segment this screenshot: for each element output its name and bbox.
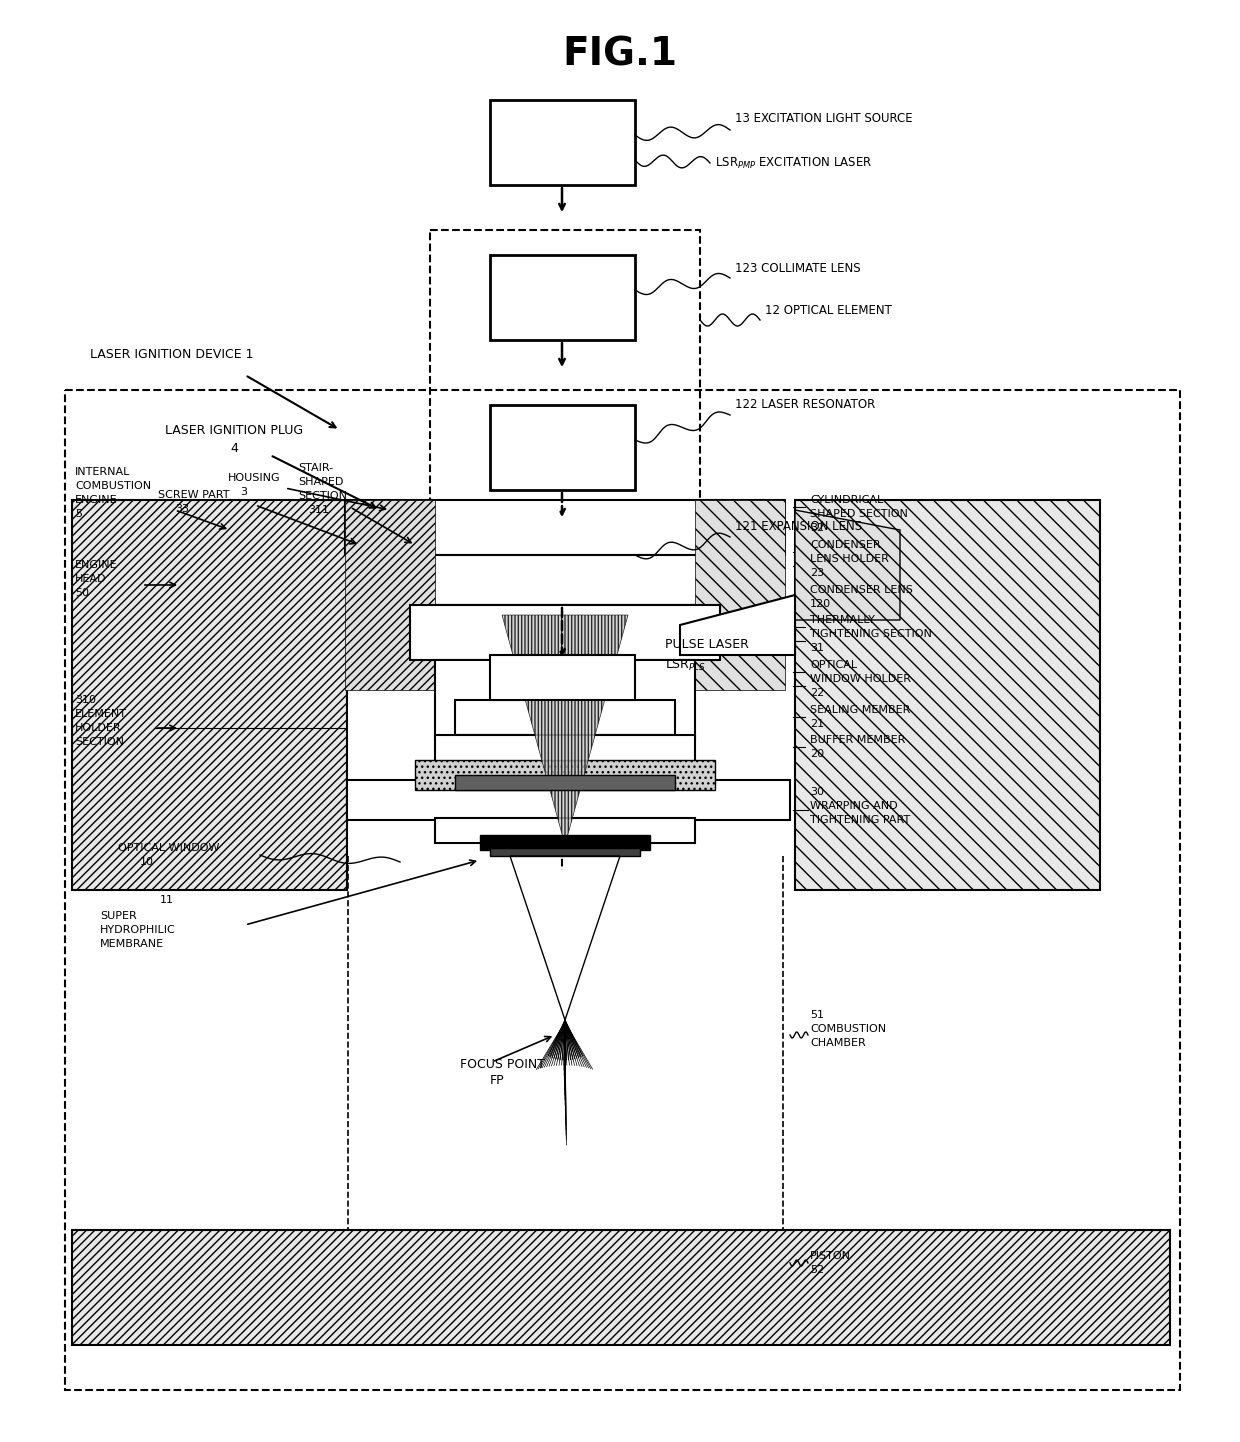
Text: BUFFER MEMBER: BUFFER MEMBER xyxy=(810,735,905,746)
Text: COMBUSTION: COMBUSTION xyxy=(810,1024,887,1034)
Polygon shape xyxy=(680,596,795,655)
Text: SUPER: SUPER xyxy=(100,911,136,921)
Bar xyxy=(64,389,1180,1390)
Text: LSR$_{PMP}$ EXCITATION LASER: LSR$_{PMP}$ EXCITATION LASER xyxy=(715,156,873,170)
Text: CYLINDRICAL: CYLINDRICAL xyxy=(810,495,883,505)
Text: 311: 311 xyxy=(308,505,329,515)
Bar xyxy=(480,835,650,849)
Bar xyxy=(490,655,635,699)
Text: SCREW PART: SCREW PART xyxy=(157,490,229,500)
Bar xyxy=(72,1230,1171,1345)
Text: TIGHTENING SECTION: TIGHTENING SECTION xyxy=(810,629,932,639)
Text: 31: 31 xyxy=(810,643,825,653)
Bar xyxy=(490,405,635,490)
Bar xyxy=(72,500,347,890)
Text: MEMBRANE: MEMBRANE xyxy=(100,939,164,949)
Text: 51: 51 xyxy=(810,1009,825,1019)
Text: FP: FP xyxy=(490,1073,505,1086)
Text: 50: 50 xyxy=(74,588,89,598)
Bar xyxy=(410,606,720,660)
Text: 52: 52 xyxy=(810,1265,825,1275)
Text: INTERNAL: INTERNAL xyxy=(74,467,130,477)
Text: 30: 30 xyxy=(810,787,825,797)
Text: 5: 5 xyxy=(74,509,82,519)
Text: SHAPED SECTION: SHAPED SECTION xyxy=(810,509,908,519)
Text: HEAD: HEAD xyxy=(74,574,107,584)
Bar xyxy=(455,699,675,735)
Bar xyxy=(795,500,1100,890)
Text: 22: 22 xyxy=(810,688,825,698)
Text: WRAPPING AND: WRAPPING AND xyxy=(810,800,898,810)
Text: PULSE LASER: PULSE LASER xyxy=(665,639,749,652)
Text: 33: 33 xyxy=(175,505,188,513)
Text: HYDROPHILIC: HYDROPHILIC xyxy=(100,924,176,934)
Bar xyxy=(490,255,635,340)
Text: ENGINE: ENGINE xyxy=(74,559,118,570)
Bar xyxy=(455,774,675,790)
Text: 3: 3 xyxy=(241,487,247,497)
Text: 4: 4 xyxy=(229,441,238,454)
Text: LASER IGNITION DEVICE 1: LASER IGNITION DEVICE 1 xyxy=(91,349,253,362)
Text: FOCUS POINT: FOCUS POINT xyxy=(460,1058,546,1071)
Text: 23: 23 xyxy=(810,568,825,578)
Text: LENS HOLDER: LENS HOLDER xyxy=(810,554,889,564)
Text: OPTICAL: OPTICAL xyxy=(810,660,857,671)
Text: 11: 11 xyxy=(160,895,174,906)
Text: 123 COLLIMATE LENS: 123 COLLIMATE LENS xyxy=(735,261,861,274)
Text: COMBUSTION: COMBUSTION xyxy=(74,482,151,490)
Text: SECTION: SECTION xyxy=(74,737,124,747)
Text: SEALING MEMBER: SEALING MEMBER xyxy=(810,705,910,715)
Bar xyxy=(490,99,635,185)
Bar xyxy=(435,735,694,774)
Text: FIG.1: FIG.1 xyxy=(563,36,677,74)
Text: TIGHTENING PART: TIGHTENING PART xyxy=(810,815,910,825)
Bar xyxy=(415,760,715,790)
Text: PISTON: PISTON xyxy=(810,1252,851,1260)
Text: STAIR-: STAIR- xyxy=(298,463,334,473)
Text: ELEMENT: ELEMENT xyxy=(74,709,126,720)
Text: CONDENSER: CONDENSER xyxy=(810,539,880,549)
Text: OPTICAL WINDOW: OPTICAL WINDOW xyxy=(118,844,219,854)
Bar xyxy=(384,555,745,606)
Text: LASER IGNITION PLUG: LASER IGNITION PLUG xyxy=(165,424,303,437)
Polygon shape xyxy=(795,510,900,620)
Bar xyxy=(490,521,635,606)
Polygon shape xyxy=(502,614,627,845)
Text: SECTION: SECTION xyxy=(298,490,347,500)
Bar xyxy=(345,500,435,691)
Text: WINDOW HOLDER: WINDOW HOLDER xyxy=(810,673,911,684)
Text: CHAMBER: CHAMBER xyxy=(810,1038,866,1048)
Bar xyxy=(345,500,785,555)
Bar xyxy=(435,660,694,740)
Bar xyxy=(72,1230,1171,1345)
Text: 10: 10 xyxy=(140,857,154,867)
Text: 13 EXCITATION LIGHT SOURCE: 13 EXCITATION LIGHT SOURCE xyxy=(735,111,913,124)
Text: 32: 32 xyxy=(810,523,825,534)
Text: LSR$_{PLS}$: LSR$_{PLS}$ xyxy=(665,658,706,672)
Bar xyxy=(490,848,640,857)
Text: 12 OPTICAL ELEMENT: 12 OPTICAL ELEMENT xyxy=(765,303,892,316)
Bar xyxy=(347,780,790,820)
Text: 21: 21 xyxy=(810,720,825,730)
Text: 122 LASER RESONATOR: 122 LASER RESONATOR xyxy=(735,398,875,411)
Text: CONDENSER LENS: CONDENSER LENS xyxy=(810,585,913,596)
Text: ENGINE: ENGINE xyxy=(74,495,118,505)
Text: HOUSING: HOUSING xyxy=(228,473,280,483)
Text: SHAPED: SHAPED xyxy=(298,477,343,487)
Bar xyxy=(430,231,701,600)
Text: 310: 310 xyxy=(74,695,95,705)
Bar xyxy=(694,500,785,691)
Text: 121 EXPANSION LENS: 121 EXPANSION LENS xyxy=(735,521,862,534)
Text: HOLDER: HOLDER xyxy=(74,722,122,733)
Bar xyxy=(435,818,694,844)
Bar xyxy=(795,500,1100,890)
Text: 20: 20 xyxy=(810,748,825,758)
Text: 120: 120 xyxy=(810,598,831,609)
Text: THERMALLY: THERMALLY xyxy=(810,614,875,624)
Bar xyxy=(72,500,347,890)
Bar xyxy=(410,606,720,660)
